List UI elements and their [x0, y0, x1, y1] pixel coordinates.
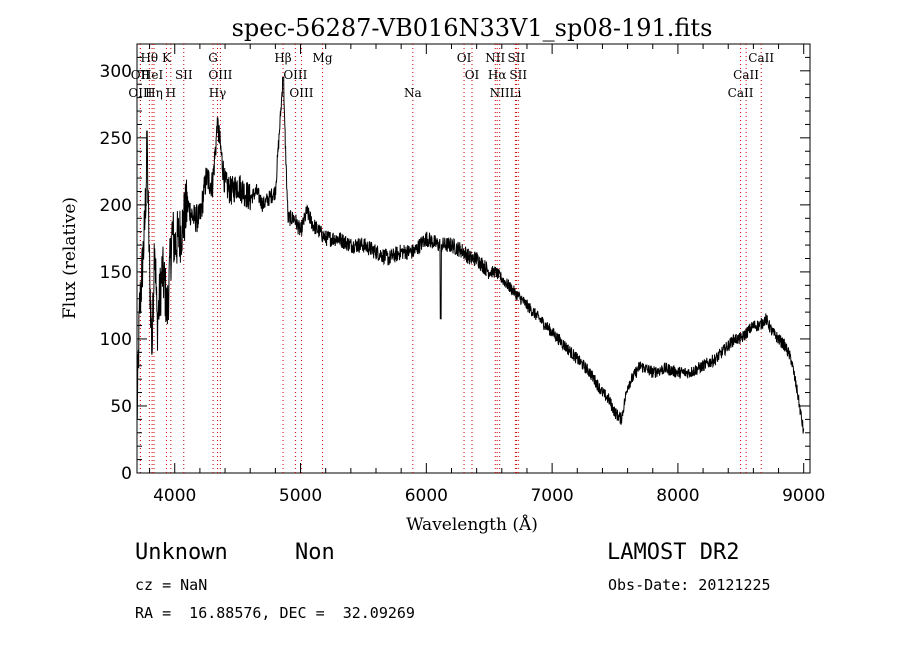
- x-axis-label: Wavelength (Å): [406, 514, 538, 535]
- x-tick-label: 5000: [279, 486, 322, 506]
- line-label: Hα: [488, 68, 507, 82]
- line-label: OI: [465, 68, 480, 82]
- y-axis-label: Flux (relative): [60, 197, 80, 319]
- line-label: G: [208, 51, 218, 65]
- line-label: OII: [131, 68, 151, 82]
- line-label: Hβ: [274, 51, 291, 65]
- x-tick-label: 9000: [782, 486, 825, 506]
- y-tick-label: 50: [110, 397, 132, 417]
- line-label: HeI: [141, 68, 164, 82]
- line-label: OIII: [283, 68, 307, 82]
- axes-layer: 4000 5000 6000 7000 8000 9000 0 50 100 150 200 250 3…: [100, 44, 825, 506]
- line-label: Hθ: [140, 51, 158, 65]
- survey-name: LAMOST DR2: [607, 540, 740, 565]
- line-label: K: [162, 51, 172, 65]
- y-tick-label: 250: [100, 129, 132, 149]
- line-label: CaII: [748, 51, 774, 65]
- line-label: Hη: [145, 86, 163, 100]
- line-label: CaII: [733, 68, 759, 82]
- line-label: Li: [509, 86, 521, 100]
- line-label: SII: [508, 51, 526, 65]
- line-label: OIII: [128, 86, 152, 100]
- line-label: Hγ: [209, 86, 227, 100]
- y-tick-label: 150: [100, 263, 132, 283]
- spectrum-line: [136, 77, 805, 434]
- line-label: NII: [490, 86, 510, 100]
- y-tick-label: 300: [100, 62, 132, 82]
- line-label: OI: [457, 51, 472, 65]
- line-label: SII: [509, 68, 527, 82]
- y-tick-label: 200: [100, 196, 132, 216]
- spectral-class: Unknown: [135, 540, 228, 565]
- line-label: Mg: [313, 51, 333, 65]
- line-label: OIII: [289, 86, 313, 100]
- ra-dec: RA = 16.88576, DEC = 32.09269: [135, 604, 415, 622]
- line-markers: [139, 44, 762, 473]
- x-tick-label: 6000: [405, 486, 448, 506]
- line-label: CaII: [728, 86, 754, 100]
- line-label: H: [166, 86, 176, 100]
- y-tick-label: 100: [100, 330, 132, 350]
- obs-date: Obs-Date: 20121225: [608, 576, 771, 594]
- line-label: SII: [175, 68, 193, 82]
- line-label: Na: [404, 86, 422, 100]
- spectral-subclass: Non: [295, 540, 335, 565]
- redshift-cz: cz = NaN: [135, 576, 208, 594]
- y-tick-label: 0: [121, 464, 132, 484]
- line-label: NII: [485, 51, 505, 65]
- x-tick-label: 7000: [530, 486, 573, 506]
- line-label: OIII: [208, 68, 232, 82]
- chart-title: spec-56287-VB016N33V1_sp08-191.fits: [232, 14, 713, 42]
- x-tick-label: 8000: [656, 486, 699, 506]
- x-tick-label: 4000: [153, 486, 196, 506]
- spectrum-layer: [136, 77, 805, 434]
